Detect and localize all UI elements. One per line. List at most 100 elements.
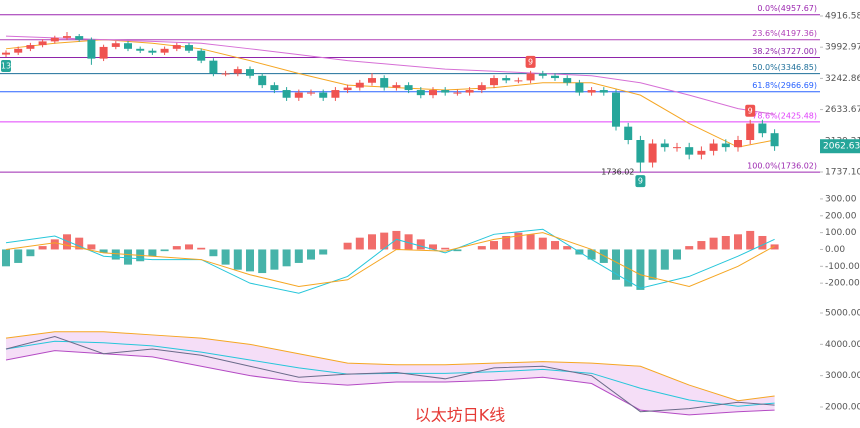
- y-tick-label: 4000.00: [825, 340, 860, 350]
- macd-bar: [282, 249, 291, 267]
- candle-body: [197, 50, 206, 61]
- macd-bar: [697, 241, 706, 250]
- last-price: 2062.63: [823, 142, 860, 152]
- signal-badge: [1, 60, 11, 73]
- candle-body: [307, 92, 315, 94]
- macd-bar: [477, 246, 486, 250]
- macd-bar: [270, 249, 279, 270]
- y-tick-label: 1737.10: [825, 167, 860, 177]
- signal-text: 9: [748, 106, 753, 115]
- candle-body: [26, 45, 35, 49]
- macd-bar: [209, 249, 218, 257]
- macd-bar: [392, 230, 401, 250]
- macd-bar: [648, 249, 657, 280]
- macd-bar: [441, 247, 450, 250]
- macd-bar: [660, 249, 669, 270]
- candle-body: [392, 85, 401, 88]
- candle-body: [87, 39, 96, 59]
- macd-bar: [185, 244, 193, 250]
- signal-text: 13: [1, 62, 11, 71]
- candle-body: [99, 46, 108, 59]
- candle-body: [648, 143, 657, 163]
- y-tick-label: 100.00: [825, 228, 857, 238]
- candle-body: [136, 48, 145, 51]
- macd-bar: [172, 246, 181, 250]
- macd-bar: [770, 244, 779, 250]
- candle-body: [148, 50, 157, 53]
- macd-bar: [587, 249, 596, 260]
- macd-bar: [636, 249, 645, 290]
- candle-body: [294, 92, 303, 98]
- candle-body: [50, 37, 59, 42]
- y-tick-label: 2000.00: [825, 403, 860, 413]
- y-tick-label: 4916.58: [825, 11, 860, 21]
- signal-badge: [745, 104, 756, 117]
- candle-body: [258, 75, 267, 86]
- macd-bar: [75, 237, 84, 250]
- macd-bar: [343, 242, 352, 250]
- candle-body: [709, 143, 718, 151]
- candle-body: [660, 143, 669, 148]
- candle-body: [160, 48, 169, 53]
- indicator-line: [5, 340, 775, 407]
- candle-body: [624, 126, 633, 141]
- macd-bar: [87, 244, 96, 250]
- candle-body: [63, 36, 71, 38]
- candle-body: [599, 90, 608, 93]
- candle-body: [721, 143, 730, 148]
- macd-bar: [233, 249, 242, 270]
- macd-bar: [355, 237, 364, 250]
- macd-bar: [612, 249, 620, 280]
- macd-bar: [246, 249, 254, 272]
- macd-bar: [404, 234, 413, 250]
- macd-bar: [148, 249, 157, 257]
- indicator-line: [5, 232, 775, 288]
- macd-bar: [307, 249, 315, 260]
- candle-body: [587, 90, 596, 93]
- candle-body: [343, 87, 352, 91]
- macd-bar: [319, 249, 328, 255]
- candle-body: [575, 82, 584, 93]
- macd-bar: [26, 249, 35, 257]
- macd-bar: [734, 234, 742, 250]
- candle-body: [685, 147, 694, 155]
- macd-bar: [685, 246, 694, 250]
- fib-label: 61.8%(2966.69): [752, 81, 817, 90]
- fib-label: 78.6%(2425.48): [752, 111, 817, 120]
- candle-body: [172, 45, 181, 49]
- y-tick-label: 0.00: [825, 245, 845, 255]
- candle-body: [331, 90, 340, 98]
- macd-bar: [502, 235, 511, 250]
- fib-label: 100.0%(1736.02): [747, 162, 817, 171]
- macd-bar: [563, 246, 572, 250]
- macd-bar: [197, 247, 206, 250]
- candle-body: [270, 85, 279, 91]
- candle-body: [319, 92, 328, 98]
- candle-body: [526, 73, 535, 81]
- indicator-line: [5, 228, 775, 294]
- macd-bar: [258, 249, 267, 274]
- macd-bar: [721, 235, 730, 250]
- y-tick-label: -200.00: [825, 279, 860, 289]
- macd-bar: [453, 249, 462, 252]
- candle-body: [612, 92, 620, 127]
- candle-body: [441, 90, 450, 93]
- candle-body: [758, 123, 767, 134]
- candle-body: [246, 69, 254, 76]
- signal-badge: [635, 175, 646, 188]
- macd-bar: [2, 249, 10, 267]
- macd-bar: [758, 235, 767, 250]
- y-tick-label: 3992.97: [825, 43, 860, 53]
- macd-bar: [526, 234, 535, 250]
- indicator-line: [5, 350, 775, 416]
- macd-bar: [99, 249, 108, 253]
- candle-body: [221, 73, 230, 75]
- candle-body: [416, 90, 425, 96]
- macd-bar: [14, 249, 23, 263]
- candle-body: [453, 92, 462, 94]
- y-tick-label: -100.00: [825, 262, 860, 272]
- candle-body: [465, 90, 474, 93]
- candle-body: [538, 73, 547, 76]
- macd-bar: [514, 232, 523, 250]
